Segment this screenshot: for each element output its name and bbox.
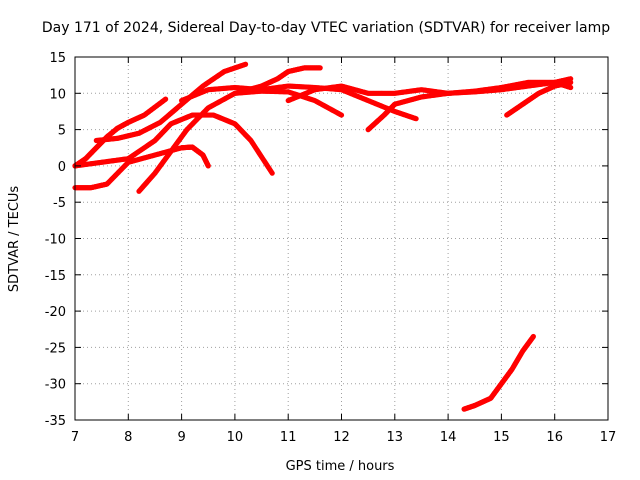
series-arc-10 xyxy=(504,79,574,118)
x-tick-label: 7 xyxy=(71,430,79,445)
data-point xyxy=(269,170,275,176)
series-arc-7 xyxy=(232,65,323,96)
data-point xyxy=(530,333,536,340)
grid-lines xyxy=(75,57,608,420)
data-point xyxy=(568,79,574,86)
x-tick-label: 17 xyxy=(600,430,617,445)
y-tick-label: 5 xyxy=(58,124,66,139)
data-point xyxy=(205,163,211,169)
x-tick-label: 9 xyxy=(177,430,185,445)
x-tick-label: 12 xyxy=(333,430,350,445)
data-point xyxy=(242,61,249,67)
y-tick-label: -10 xyxy=(45,233,66,248)
series-arc-5 xyxy=(136,88,345,194)
series-arc-3 xyxy=(72,112,275,176)
x-tick-label: 14 xyxy=(440,430,457,445)
x-tick-label: 11 xyxy=(280,430,297,445)
x-tick-label: 15 xyxy=(493,430,510,445)
series-arc-11 xyxy=(461,333,536,412)
data-point xyxy=(317,65,323,71)
x-axis-label: GPS time / hours xyxy=(286,459,395,474)
y-tick-label: -35 xyxy=(45,414,66,429)
axis-ticks: 7 8 9 10 11 12 13 14 15 16 17 15 10 5 0 -5 -10 -15 -20 -25 -… xyxy=(45,51,617,445)
series-arc-4 xyxy=(93,61,249,144)
data-point xyxy=(413,116,419,122)
data-points xyxy=(72,61,574,412)
x-tick-label: 16 xyxy=(546,430,563,445)
y-tick-label: 15 xyxy=(49,51,66,66)
y-axis-label: SDTVAR / TECUs xyxy=(7,186,22,293)
y-tick-label: 10 xyxy=(49,87,66,102)
data-point xyxy=(568,84,574,91)
y-tick-label: -20 xyxy=(45,305,66,320)
chart-title: Day 171 of 2024, Sidereal Day-to-day VTE… xyxy=(42,20,610,36)
data-point xyxy=(338,112,345,118)
y-tick-label: 0 xyxy=(58,160,66,175)
y-tick-label: -30 xyxy=(45,378,66,393)
y-tick-label: -15 xyxy=(45,269,66,284)
y-tick-label: -5 xyxy=(53,196,66,211)
data-point xyxy=(163,96,169,102)
x-tick-label: 13 xyxy=(387,430,404,445)
x-tick-label: 8 xyxy=(124,430,132,445)
series-arc-9 xyxy=(365,76,574,133)
y-tick-label: -25 xyxy=(45,341,66,356)
x-tick-label: 10 xyxy=(227,430,244,445)
